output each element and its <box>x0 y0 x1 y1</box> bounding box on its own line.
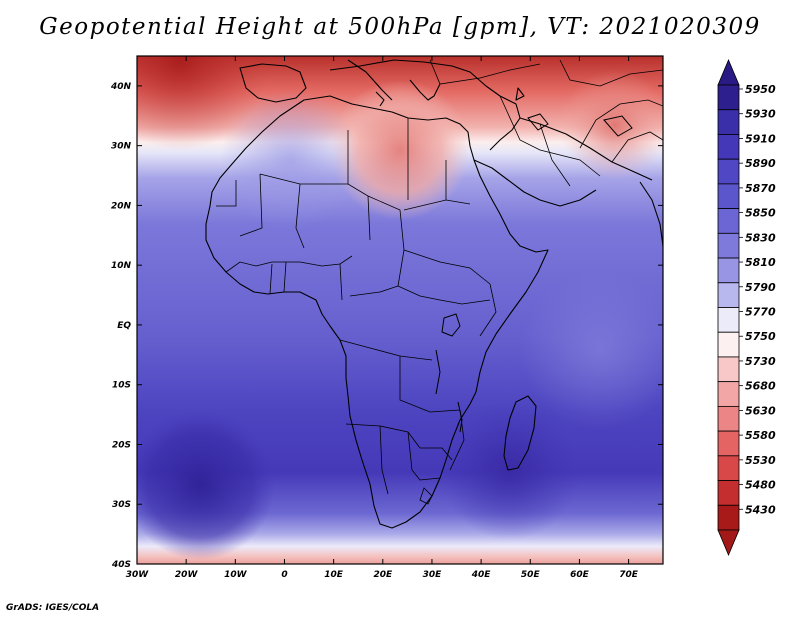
colorbar-label: 5810 <box>745 256 776 269</box>
colorbar: 5950 5930 5910 5890 5870 5850 5830 5810 5790 5770… <box>717 58 776 557</box>
colorbar-label: 5830 <box>745 231 776 244</box>
lat-tick-label: 30S <box>112 500 131 510</box>
colorbar-label: 5950 <box>745 83 776 96</box>
colorbar-swatch <box>717 480 740 506</box>
lat-tick-label: 10S <box>112 381 131 391</box>
lon-tick-label: 20E <box>373 570 393 580</box>
colorbar-swatch <box>717 183 740 210</box>
colorbar-label: 5910 <box>745 132 776 145</box>
lon-tick-label: 30W <box>126 570 150 580</box>
lat-tick-label: 40S <box>111 560 131 570</box>
colorbar-swatch <box>717 109 740 135</box>
colorbar-label: 5750 <box>745 330 776 343</box>
colorbar-label: 5680 <box>745 380 776 393</box>
colorbar-swatch <box>717 504 740 531</box>
colorbar-bottom-arrow <box>717 529 740 557</box>
lat-tick-label: 30N <box>111 142 132 152</box>
colorbar-swatch <box>717 430 740 457</box>
colorbar-label: 5530 <box>745 454 776 467</box>
colorbar-swatch <box>717 331 740 358</box>
coastlines <box>205 59 663 529</box>
latitude-axis: 40S 30S 20S 10S EQ 10N 20N 30N 40N <box>110 82 663 570</box>
lon-tick-label: 20W <box>175 570 199 580</box>
lon-tick-label: 60E <box>570 570 590 580</box>
colorbar-swatch <box>717 455 740 481</box>
lon-tick-label: 40E <box>471 570 492 580</box>
colorbar-swatch <box>717 405 740 432</box>
colorbar-swatch <box>717 134 740 160</box>
colorbar-swatch <box>717 307 740 333</box>
lat-tick-label: 20N <box>111 201 132 211</box>
lon-tick-label: 50E <box>521 570 541 580</box>
colorbar-label: 5430 <box>745 503 776 516</box>
geopotential-field <box>137 56 663 564</box>
colorbar-swatch <box>717 208 740 234</box>
lon-tick-label: 30E <box>423 570 443 580</box>
lat-tick-label: 40N <box>110 82 132 92</box>
country-borders <box>216 59 663 505</box>
colorbar-swatch <box>717 381 740 407</box>
colorbar-swatch <box>717 232 740 259</box>
colorbar-label: 5630 <box>745 404 776 417</box>
lon-tick-label: 70E <box>619 570 639 580</box>
lat-tick-label: 20S <box>112 440 131 450</box>
grads-credit: GrADS: IGES/COLA <box>6 603 100 613</box>
lat-tick-label: EQ <box>117 321 131 331</box>
map-title: Geopotential Height at 500hPa [gpm], VT:… <box>39 14 761 40</box>
colorbar-swatch <box>717 158 740 185</box>
colorbar-label: 5930 <box>745 108 776 121</box>
colorbar-label: 5870 <box>745 182 776 195</box>
colorbar-label: 5730 <box>745 355 776 368</box>
lon-tick-label: 0 <box>281 570 287 580</box>
colorbar-label: 5480 <box>745 479 776 492</box>
colorbar-top-arrow <box>717 58 740 86</box>
colorbar-swatch <box>717 84 740 111</box>
lat-tick-label: 10N <box>111 261 132 271</box>
colorbar-swatch <box>717 257 740 284</box>
lon-tick-label: 10W <box>224 570 248 580</box>
colorbar-label: 5850 <box>745 207 776 220</box>
colorbar-label: 5790 <box>745 281 776 294</box>
colorbar-label: 5770 <box>745 306 776 319</box>
map-frame <box>136 55 664 565</box>
colorbar-label: 5580 <box>745 429 776 442</box>
longitude-axis: 30W 20W 10W 0 10E 20E 30E 40E 50E 60E 70E <box>126 56 639 580</box>
lakes <box>435 113 633 433</box>
colorbar-label: 5890 <box>745 157 776 170</box>
colorbar-swatch <box>717 282 740 308</box>
colorbar-swatch <box>717 356 740 383</box>
lon-tick-label: 10E <box>324 570 344 580</box>
